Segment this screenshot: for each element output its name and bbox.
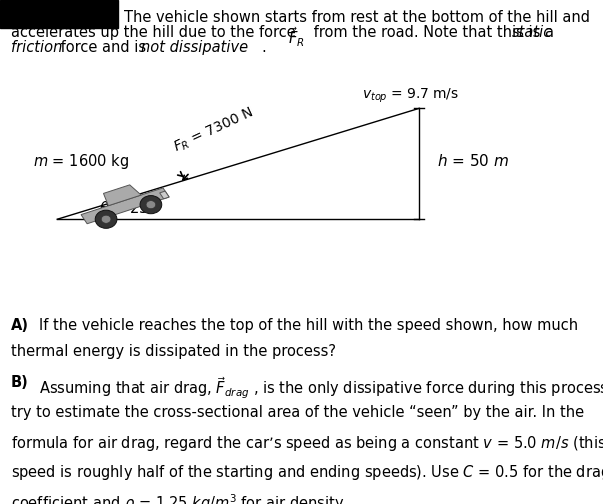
- Text: try to estimate the cross-sectional area of the vehicle “seen” by the air. In th: try to estimate the cross-sectional area…: [11, 405, 584, 420]
- Text: $\vec{F}_R$: $\vec{F}_R$: [288, 25, 305, 49]
- Text: thermal energy is dissipated in the process?: thermal energy is dissipated in the proc…: [11, 344, 336, 359]
- Circle shape: [146, 201, 156, 209]
- Polygon shape: [81, 188, 169, 224]
- Circle shape: [101, 215, 111, 223]
- Text: speed is roughly half of the starting and ending speeds). Use $C$ = 0.5 for the : speed is roughly half of the starting an…: [11, 463, 603, 482]
- Text: friction: friction: [11, 40, 62, 55]
- Text: If the vehicle reaches the top of the hill with the speed shown, how much: If the vehicle reaches the top of the hi…: [39, 318, 578, 333]
- Text: $h$ = 50 $m$: $h$ = 50 $m$: [437, 153, 510, 169]
- Polygon shape: [160, 191, 169, 199]
- Text: formula for air drag, regard the car’s speed as being a constant $v$ = 5.0 $m/s$: formula for air drag, regard the car’s s…: [11, 434, 603, 453]
- Text: not dissipative: not dissipative: [141, 40, 248, 55]
- Text: force and is: force and is: [56, 40, 151, 55]
- Text: Assuming that air drag, $\vec{F}_{drag}$ , is the only dissipative force during : Assuming that air drag, $\vec{F}_{drag}$…: [39, 375, 603, 401]
- Circle shape: [140, 196, 162, 214]
- Text: $\theta$ = 25°: $\theta$ = 25°: [99, 199, 157, 216]
- Text: $F_R$ = 7300 N: $F_R$ = 7300 N: [171, 105, 256, 156]
- Text: static: static: [512, 25, 552, 40]
- Bar: [0, 0, 118, 28]
- Text: $m$ = 1600 kg: $m$ = 1600 kg: [33, 152, 129, 171]
- Text: from the road. Note that this is a: from the road. Note that this is a: [309, 25, 559, 40]
- Text: $v_{top}$ = 9.7 m/s: $v_{top}$ = 9.7 m/s: [362, 87, 459, 105]
- Text: A): A): [11, 318, 29, 333]
- Text: B): B): [11, 375, 28, 391]
- Text: The vehicle shown starts from rest at the bottom of the hill and: The vehicle shown starts from rest at th…: [124, 10, 590, 25]
- Text: accelerates up the hill due to the force: accelerates up the hill due to the force: [11, 25, 300, 40]
- Text: coefficient and $\rho$ = 1.25 $kg/m^3$ for air density.: coefficient and $\rho$ = 1.25 $kg/m^3$ f…: [11, 492, 348, 504]
- Polygon shape: [104, 185, 141, 206]
- Circle shape: [95, 210, 117, 228]
- Text: .: .: [262, 40, 267, 55]
